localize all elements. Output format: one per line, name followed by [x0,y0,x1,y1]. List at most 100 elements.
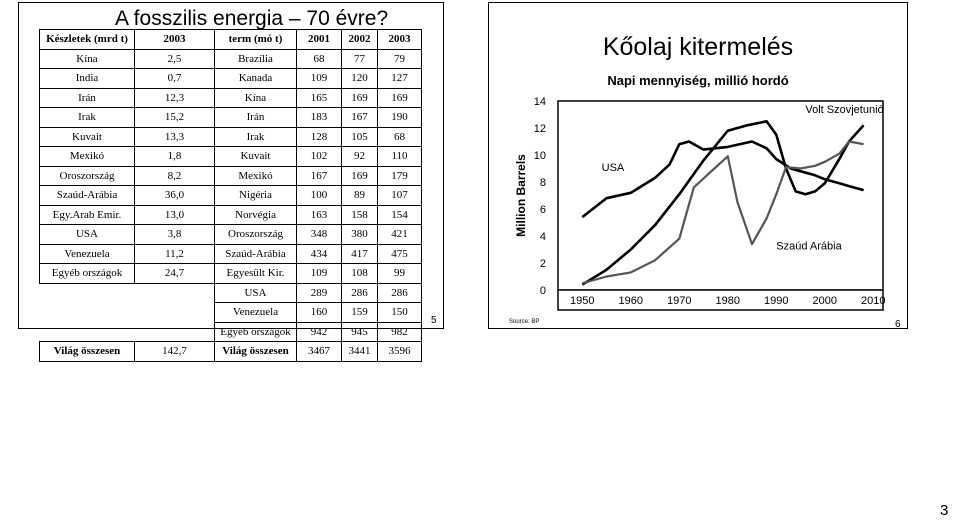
table-row: Irak 15,2 Irán 183 167 190 [39,107,422,128]
production-2003-cell: 475 [377,243,422,264]
series-annotation: USA [602,162,625,174]
reserves-total-label: Világ összesen [39,341,135,362]
reserves-value-cell: 15,2 [134,107,215,128]
reserves-header-year: 2003 [134,29,215,50]
reserves-header-label: Készletek (mrd t) [39,29,135,50]
reserves-value-cell: 8,2 [134,165,215,186]
left-slide: A fosszilis energia – 70 évre? Készletek… [18,2,444,362]
table-row: Venezuela 160 159 150 [40,302,422,323]
reserves-country-cell: Oroszország [39,165,135,186]
oil-reserves-production-table: Készletek (mrd t) 2003 term (mó t) 2001 … [39,29,422,362]
production-2002-cell: 286 [341,282,378,303]
production-country-cell: Kína [214,87,297,108]
production-2001-cell: 100 [296,185,342,206]
production-header-2003: 2003 [377,29,422,50]
page-number: 3 [940,502,949,519]
production-country-cell: Egyesült Kir. [214,263,297,284]
reserves-country-cell [40,322,135,342]
production-2003-cell: 179 [377,165,422,186]
production-2003-cell: 154 [377,204,422,225]
production-country-cell: Irak [214,126,297,147]
table-row: Kuvait 13,3 Irak 128 105 68 [39,126,422,147]
production-country-cell: Mexikó [214,165,297,186]
production-country-cell: Oroszország [214,224,297,245]
right-slide-subtitle: Napi mennyiség, millió hordó [607,73,789,88]
table-row: Egy.Arab Emir. 13,0 Norvégia 163 158 154 [39,204,422,225]
production-2002-cell: 417 [341,243,378,264]
production-2003-cell: 982 [377,321,422,342]
production-2002-cell: 167 [341,107,378,128]
production-2003-cell: 79 [377,48,422,69]
reserves-value-cell: 1,8 [134,146,215,167]
table-row: Mexikó 1,8 Kuvait 102 92 110 [39,146,422,167]
reserves-total-value: 142,7 [134,341,215,362]
production-2001-cell: 942 [296,321,342,342]
left-slide-title: A fosszilis energia – 70 évre? [115,7,389,30]
production-country-cell: Szaúd-Arábia [214,243,297,264]
production-total-2001: 3467 [296,341,342,362]
reserves-country-cell: India [39,68,135,89]
series-line-2 [582,140,864,285]
oil-production-chart: Million Barrels 0 2 4 6 8 10 12 14 1950 1960 1970 19… [514,96,886,311]
production-2001-cell: 167 [296,165,342,186]
right-slide: Kőolaj kitermelés Napi mennyiség, millió… [488,2,908,330]
table-row: Egyéb országok 24,7 Egyesült Kir. 109 108 99 [39,263,422,284]
reserves-value-cell: 11,2 [134,243,215,264]
production-header-2001: 2001 [296,29,342,50]
x-tick-label: 2010 [861,295,885,307]
production-2002-cell: 89 [341,185,378,206]
reserves-country-cell: Kuvait [39,126,135,147]
right-slide-page-number: 6 [895,319,901,330]
table-header-row: Készletek (mrd t) 2003 term (mó t) 2001 … [39,29,422,50]
reserves-country-cell: Venezuela [39,243,135,264]
production-2003-cell: 421 [377,224,422,245]
production-2001-cell: 163 [296,204,342,225]
total-row: Világ összesen 142,7 Világ összesen 3467 344… [39,341,422,362]
table-row: Irán 12,3 Kína 165 169 169 [39,87,422,108]
production-country-cell: Kuvait [214,146,297,167]
production-2003-cell: 190 [377,107,422,128]
production-total-label: Világ összesen [214,341,297,362]
reserves-value-cell: 12,3 [134,87,215,108]
production-2001-cell: 68 [296,48,342,69]
production-2002-cell: 158 [341,204,378,225]
table-row: USA 3,8 Oroszország 348 380 421 [39,224,422,245]
production-2002-cell: 108 [341,263,378,284]
production-2003-cell: 68 [377,126,422,147]
reserves-country-cell: Egyéb országok [39,263,135,284]
table-row: Oroszország 8,2 Mexikó 167 169 179 [39,165,422,186]
production-country-cell: Norvégia [214,204,297,225]
table-body: Készletek (mrd t) 2003 term (mó t) 2001 … [39,29,422,362]
production-2001-cell: 160 [296,302,342,323]
reserves-value-cell: 2,5 [134,48,215,69]
production-country-cell: Nigéria [214,185,297,206]
production-2002-cell: 77 [341,48,378,69]
x-tick-label: 1960 [619,295,643,307]
production-2001-cell: 109 [296,68,342,89]
reserves-country-cell: Szaúd-Arábia [39,185,135,206]
reserves-value-cell: 13,3 [134,126,215,147]
production-2003-cell: 110 [377,146,422,167]
production-2003-cell: 286 [377,282,422,303]
production-total-2002: 3441 [341,341,378,362]
y-tick-label: 10 [534,150,546,162]
production-total-2003: 3596 [377,341,422,362]
reserves-value-cell [135,303,215,323]
production-country-cell: Venezuela [214,302,297,323]
chart-source: Source: BP [509,319,540,325]
reserves-country-cell: Irán [39,87,135,108]
production-2002-cell: 380 [341,224,378,245]
series-annotation: Szaúd Arábia [776,241,842,253]
production-2001-cell: 434 [296,243,342,264]
y-axis-label: Million Barrels [514,154,528,237]
reserves-country-cell [40,283,135,303]
x-tick-label: 1990 [764,295,788,307]
reserves-value-cell: 3,8 [134,224,215,245]
production-country-cell: Irán [214,107,297,128]
production-2002-cell: 945 [341,321,378,342]
reserves-value-cell [135,283,215,303]
production-2001-cell: 109 [296,263,342,284]
table-row: Venezuela 11,2 Szaúd-Arábia 434 417 475 [39,243,422,264]
production-2003-cell: 127 [377,68,422,89]
table-row: India 0,7 Kanada 109 120 127 [39,68,422,89]
